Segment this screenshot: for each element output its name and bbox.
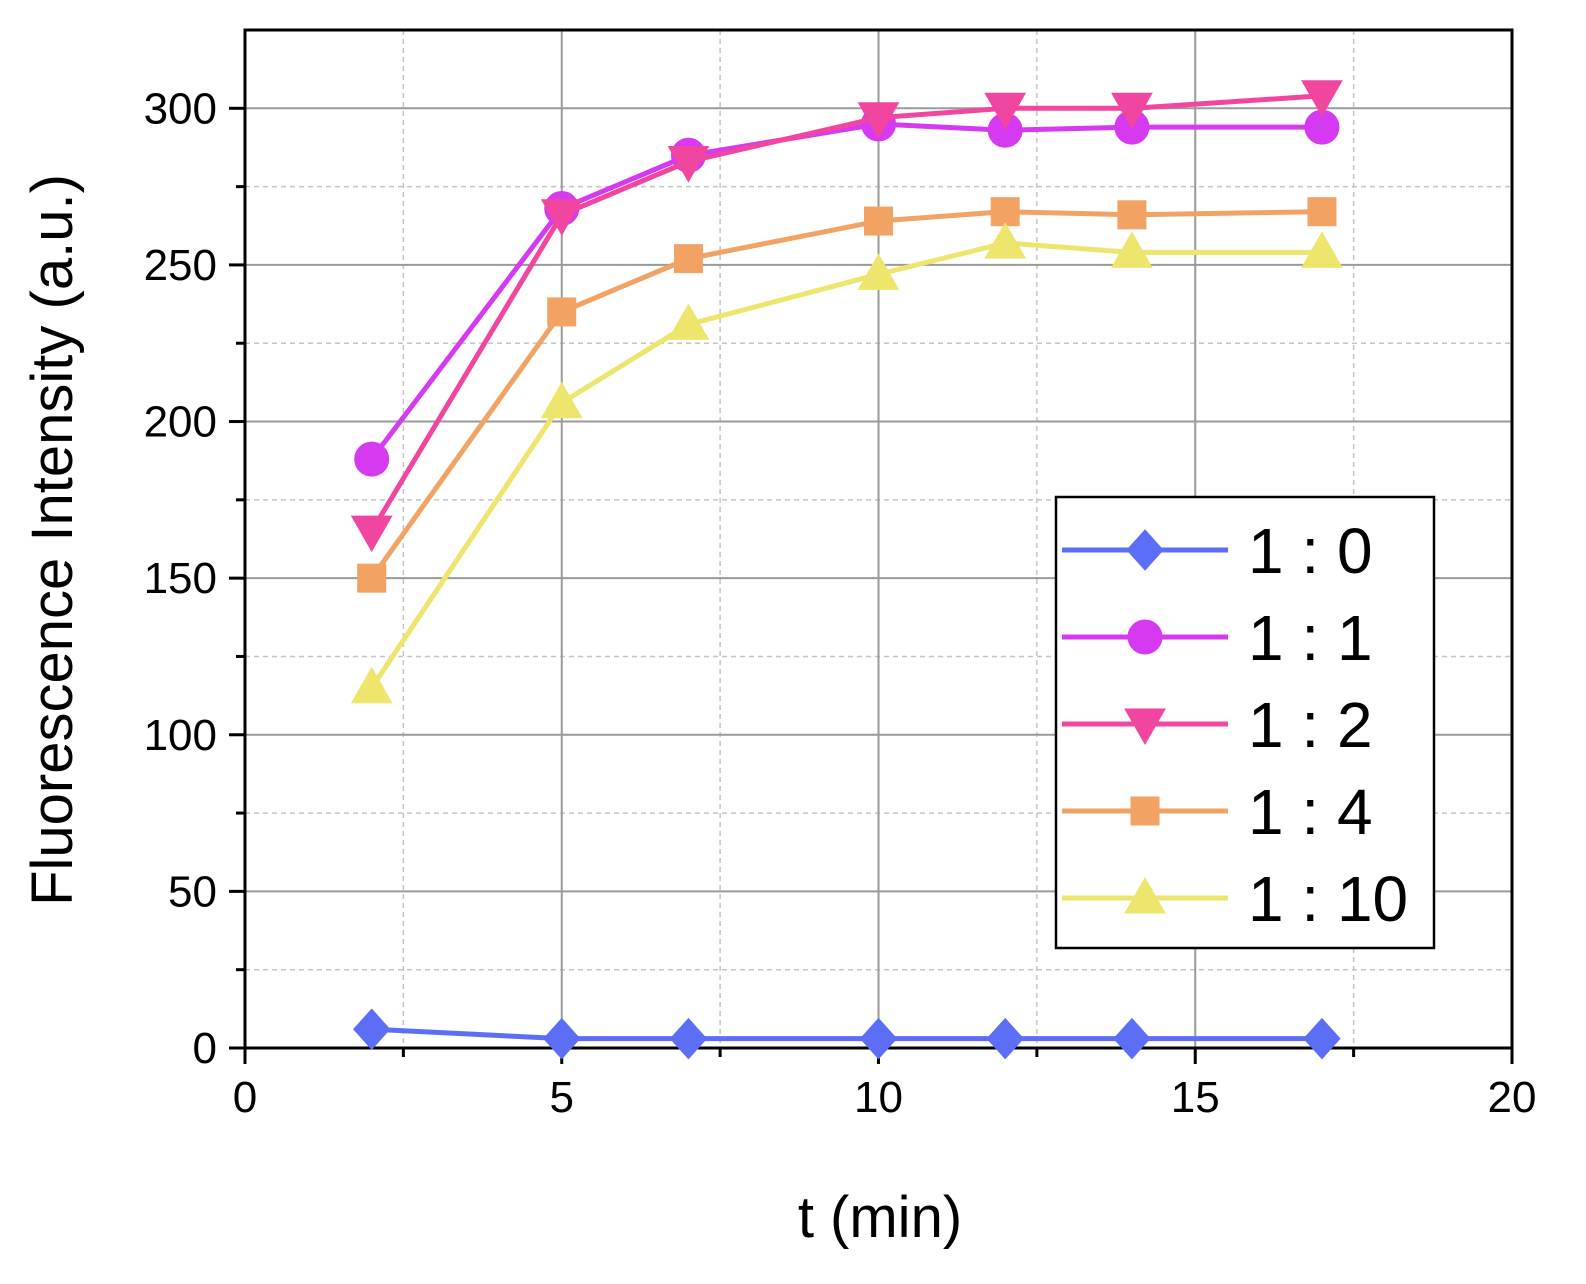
data-point xyxy=(540,199,583,236)
data-point xyxy=(986,1017,1024,1060)
legend-entry: 1 : 1 xyxy=(1062,602,1373,674)
data-point xyxy=(543,1017,581,1060)
legend-marker xyxy=(1124,708,1166,746)
y-tick-label: 150 xyxy=(144,554,217,603)
data-point xyxy=(350,515,393,553)
y-tick-label: 100 xyxy=(144,711,217,760)
data-point xyxy=(990,197,1020,227)
data-point xyxy=(1111,231,1153,268)
data-point xyxy=(1301,231,1343,268)
legend-marker xyxy=(1127,619,1163,655)
data-point xyxy=(864,206,893,236)
data-point xyxy=(1301,80,1343,117)
series-2 xyxy=(350,80,1343,553)
y-axis-title: Fluorescence Intensity (a.u.) xyxy=(20,174,85,906)
legend-label: 1 : 1 xyxy=(1248,602,1373,674)
legend-label: 1 : 10 xyxy=(1248,863,1408,935)
x-tick-label: 15 xyxy=(1171,1073,1220,1122)
legend-entry: 1 : 0 xyxy=(1062,515,1373,587)
data-point xyxy=(1113,1017,1151,1060)
legend-entry: 1 : 2 xyxy=(1062,689,1373,761)
data-point xyxy=(857,253,900,290)
x-tick-label: 10 xyxy=(854,1073,903,1122)
data-series xyxy=(350,80,1343,1060)
data-point xyxy=(353,1008,391,1050)
data-point xyxy=(354,441,390,477)
y-tick-label: 50 xyxy=(168,867,217,916)
legend: 1 : 0 1 : 1 1 : 2 1 : 4 1 : 10 xyxy=(1054,495,1436,950)
data-point xyxy=(1303,1017,1341,1060)
data-point xyxy=(1307,197,1337,227)
y-tick-label: 250 xyxy=(144,241,217,290)
data-point xyxy=(667,303,710,340)
legend-marker xyxy=(1126,529,1164,571)
series-line xyxy=(369,93,1323,533)
y-tick-label: 300 xyxy=(144,84,217,133)
series-3 xyxy=(357,197,1337,593)
legend-entry: 1 : 10 xyxy=(1062,863,1408,935)
data-point xyxy=(667,146,710,183)
data-point xyxy=(1117,200,1147,230)
data-point xyxy=(350,666,393,704)
data-point xyxy=(669,1017,708,1060)
x-tick-label: 0 xyxy=(233,1073,257,1122)
legend-label: 1 : 0 xyxy=(1248,515,1373,587)
data-point xyxy=(357,563,387,593)
legend-label: 1 : 2 xyxy=(1248,689,1373,761)
y-tick-label: 200 xyxy=(144,398,217,447)
y-tick-label: 0 xyxy=(193,1024,217,1073)
data-point xyxy=(673,244,703,274)
x-tick-label: 20 xyxy=(1488,1073,1537,1122)
legend-entry: 1 : 4 xyxy=(1062,776,1373,848)
data-point xyxy=(984,221,1027,259)
legend-marker xyxy=(1124,876,1166,914)
x-axis-title: t (min) xyxy=(798,1185,962,1250)
data-point xyxy=(859,1017,898,1060)
data-point xyxy=(857,102,900,139)
x-tick-label: 5 xyxy=(550,1073,574,1122)
data-point xyxy=(1111,92,1153,130)
legend-marker xyxy=(1130,796,1160,826)
data-point xyxy=(540,381,583,419)
series-4 xyxy=(350,221,1343,704)
series-line xyxy=(371,1026,1322,1042)
series-0 xyxy=(353,1008,1341,1060)
data-point xyxy=(547,297,577,327)
legend-label: 1 : 4 xyxy=(1248,776,1373,848)
data-point xyxy=(984,92,1027,130)
